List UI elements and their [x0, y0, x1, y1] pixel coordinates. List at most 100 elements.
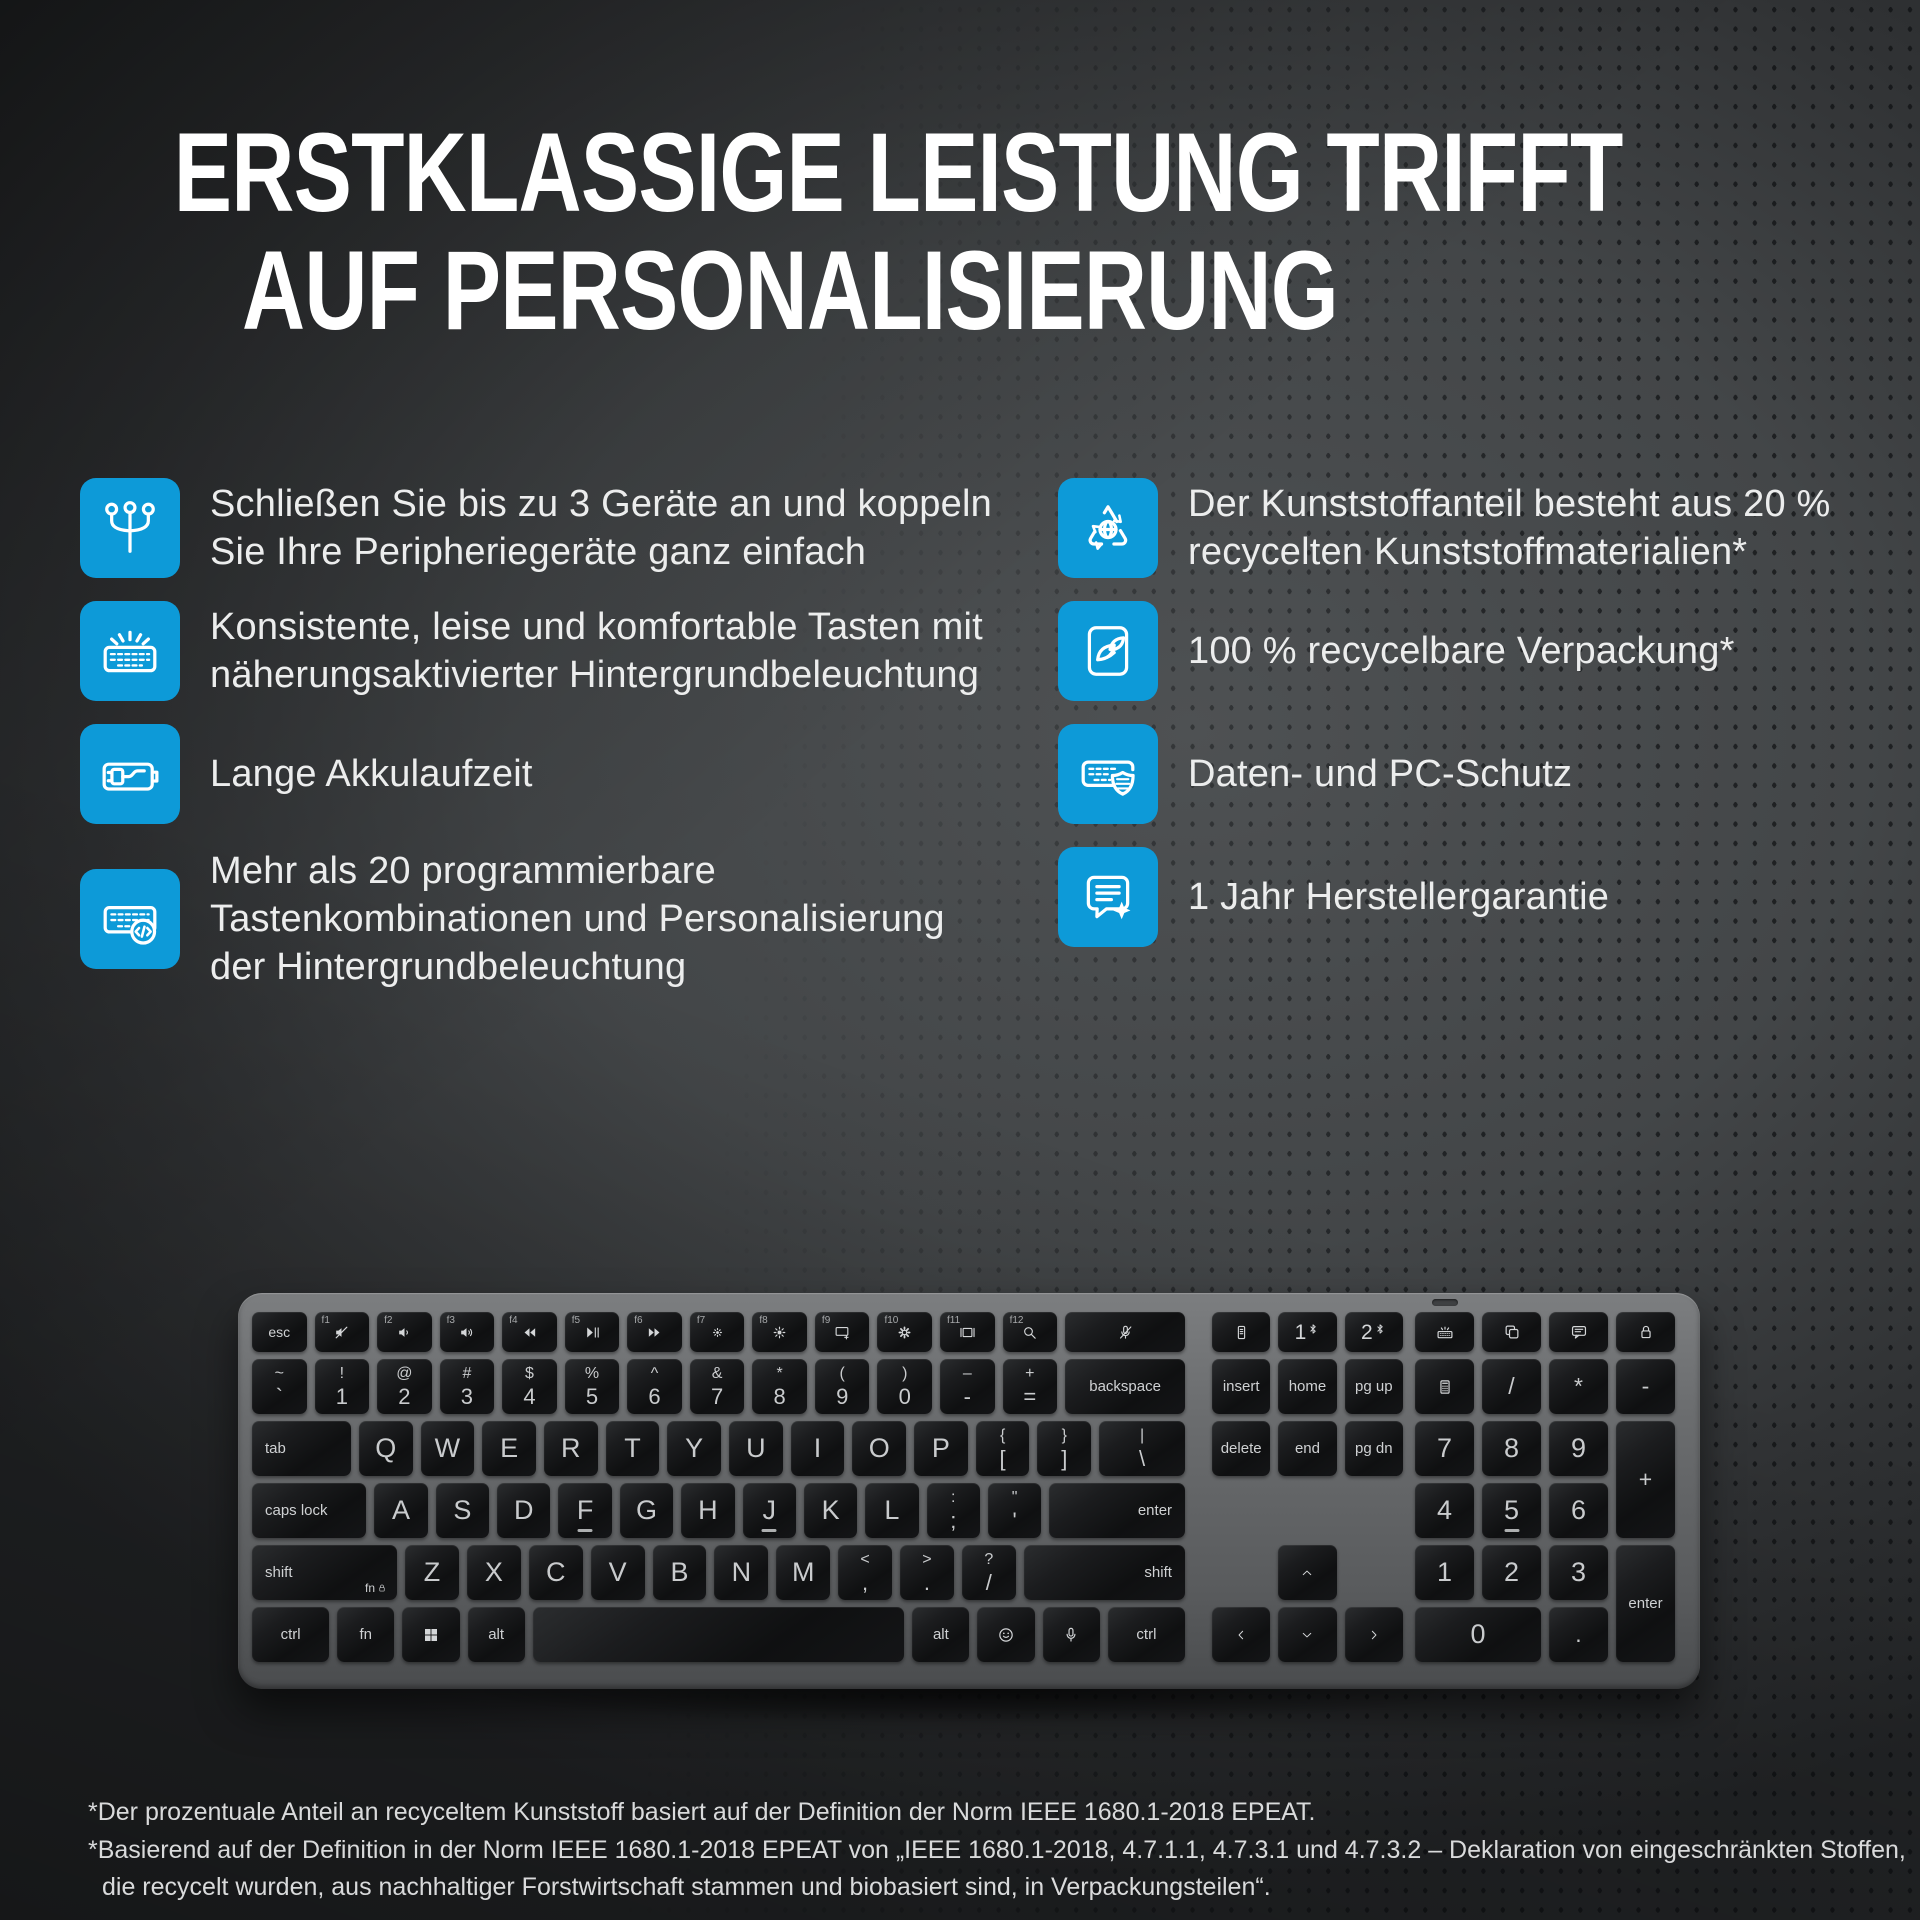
- key-label: ctrl: [280, 1626, 301, 1643]
- key-8: * 8: [752, 1359, 807, 1414]
- screen-snip-icon: [1503, 1323, 1521, 1341]
- data-protection-icon: [1058, 724, 1158, 824]
- key-dual-label: #3: [460, 1364, 474, 1409]
- keyboard-row: shift fn Z X C V B N M <, >. ? / shift: [252, 1545, 1185, 1600]
- key-bluetooth-1: 1: [1278, 1312, 1337, 1352]
- key-u: U: [729, 1421, 783, 1476]
- arrow-up-icon: [1298, 1564, 1316, 1582]
- key-s: S: [435, 1483, 490, 1538]
- key-f: F: [558, 1483, 612, 1538]
- chat-icon: [1570, 1323, 1588, 1341]
- key-i: I: [790, 1421, 845, 1476]
- key-symbol: .: [1549, 1607, 1608, 1662]
- recyclable-packaging-icon: [1058, 601, 1158, 701]
- key-label: V: [608, 1557, 627, 1587]
- key-label: A: [392, 1495, 411, 1525]
- key-a: A: [374, 1483, 428, 1538]
- key-9: 9: [1549, 1421, 1608, 1476]
- key-calculator: [1415, 1359, 1474, 1414]
- key-symbol: -: [1616, 1359, 1675, 1414]
- key-pg-up: pg up: [1344, 1359, 1403, 1414]
- key-label: /: [1508, 1373, 1515, 1399]
- key-o: O: [852, 1421, 907, 1476]
- fkey-label: f6: [634, 1315, 643, 1326]
- footnote-line-1: *Der prozentuale Anteil an recyceltem Ku…: [88, 1798, 1316, 1826]
- key-label: Z: [423, 1557, 441, 1587]
- key-9: (9: [814, 1359, 870, 1414]
- homing-bump: [761, 1529, 777, 1532]
- key-label: alt: [932, 1626, 949, 1643]
- footnote-line-3: die recycelt wurden, aus nachhaltiger Fo…: [102, 1873, 1271, 1901]
- display-icon: [959, 1324, 976, 1341]
- key-0: 0: [1415, 1607, 1541, 1662]
- multi-device-icon: [80, 478, 180, 578]
- fkey-label: f11: [947, 1315, 961, 1326]
- keyboard-row: tab Q W E R T Y U I O P {[}] | \: [252, 1421, 1186, 1476]
- key-label: alt: [488, 1626, 505, 1643]
- key-label: 5: [1503, 1495, 1520, 1525]
- key-label: enter: [1628, 1595, 1663, 1612]
- key-label: 9: [1570, 1433, 1587, 1463]
- key-ctrl: ctrl: [252, 1607, 330, 1662]
- key-dual-label: @2: [396, 1364, 413, 1409]
- key-f5: f5: [564, 1312, 620, 1352]
- fkey-label: f4: [509, 1315, 518, 1326]
- arrow-down-icon: [1298, 1626, 1316, 1644]
- key-j: J: [742, 1483, 796, 1538]
- key-l: L: [865, 1483, 919, 1538]
- keyboard-row: insert home pg up: [1212, 1359, 1403, 1414]
- key-6: ^ 6: [627, 1359, 682, 1414]
- homing-bump: [577, 1529, 593, 1532]
- key-label: fn: [359, 1626, 373, 1643]
- key-symbol: :;: [926, 1483, 980, 1538]
- key-f9: f9: [814, 1312, 870, 1352]
- key-delete: delete: [1212, 1421, 1271, 1476]
- next-track-icon: [646, 1324, 663, 1341]
- key-dictation-mic: [1042, 1607, 1100, 1662]
- key-label: esc: [268, 1324, 291, 1340]
- battery-life-icon: [80, 724, 180, 824]
- key-label: insert: [1222, 1378, 1260, 1395]
- page-title: ERSTKLASSIGE LEISTUNG TRIFFT AUF PERSONA…: [0, 114, 1624, 353]
- key-label: C: [545, 1557, 566, 1587]
- key-label: ctrl: [1136, 1626, 1157, 1643]
- key-dual-label: }]: [1061, 1426, 1068, 1471]
- key-label: X: [484, 1557, 503, 1587]
- key-m: M: [776, 1545, 831, 1600]
- keyboard-row: ctrl fn alt alt ctrl: [252, 1607, 1186, 1662]
- key-fn: fn: [337, 1607, 395, 1662]
- key-bluetooth-2: 2: [1344, 1312, 1403, 1352]
- title-line-2: AUF PERSONALISIERUNG: [242, 228, 1339, 353]
- key-n: N: [714, 1545, 769, 1600]
- key-c: C: [528, 1545, 583, 1600]
- keyboard-power-indicator: [1432, 1299, 1458, 1306]
- keyboard-row: esc f1 f2 f3 f4 f5 f6 f7 f8 f9 f10 f11 f12: [252, 1312, 1186, 1352]
- key-dual-label: $4: [523, 1364, 536, 1409]
- key-label: shift: [265, 1564, 293, 1581]
- key-f3: f3: [439, 1312, 495, 1352]
- key-label: *: [1574, 1373, 1583, 1399]
- key-label: W: [434, 1433, 461, 1463]
- keyboard-row: caps lock A S D F G H J K L:; " ' enter: [252, 1483, 1186, 1538]
- key-f1: f1: [314, 1312, 370, 1352]
- key-label: H: [698, 1495, 718, 1525]
- arrow-right-icon: [1365, 1626, 1383, 1644]
- key-home: home: [1278, 1359, 1337, 1414]
- mute-icon: [333, 1324, 350, 1341]
- key-0: ) 0: [877, 1359, 933, 1414]
- key-enter: enter: [1049, 1483, 1186, 1538]
- mic-mute-icon: [1117, 1324, 1134, 1341]
- key-f6: f6: [627, 1312, 682, 1352]
- key-r: R: [543, 1421, 598, 1476]
- key-symbol: +: [1616, 1421, 1675, 1538]
- key-lock: [1616, 1312, 1675, 1352]
- key-q: Q: [358, 1421, 413, 1476]
- keyboard-numpad-section: / * - 7 8 9 +4 5 6 1 2 3 enter 0.: [1415, 1312, 1675, 1662]
- key-v: V: [590, 1545, 645, 1600]
- programmable-keys-icon: [80, 869, 180, 969]
- emoji-icon: [997, 1626, 1015, 1644]
- keyboard-row: ~ ` ! 1 @2 #3 $4 % 5 ^ 6 & 7 * 8 (9) 0 – - + = backspace: [252, 1359, 1186, 1414]
- key-symbol: >.: [900, 1545, 954, 1600]
- key-b: B: [652, 1545, 707, 1600]
- share-screen-icon: [834, 1324, 851, 1341]
